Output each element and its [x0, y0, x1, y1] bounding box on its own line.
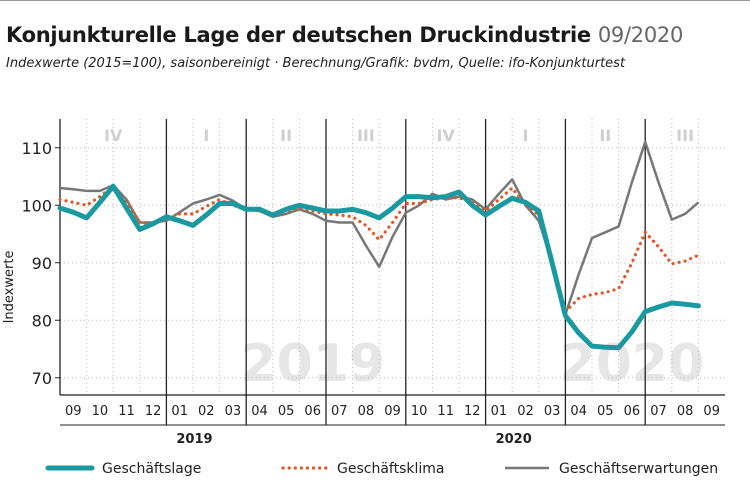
x-tick-label: 09: [65, 404, 82, 419]
quarter-label: II: [280, 126, 292, 145]
y-tick-label: 110: [21, 139, 52, 158]
x-tick-label: 12: [464, 404, 481, 419]
chart-title: Konjunkturelle Lage der deutschen Drucki…: [6, 23, 683, 47]
chart-title-main: Konjunkturelle Lage der deutschen Drucki…: [6, 23, 591, 47]
legend-label: Geschäftslage: [102, 461, 201, 477]
x-tick-label: 02: [198, 404, 215, 419]
year-label: 2019: [176, 432, 212, 447]
x-tick-label: 11: [118, 404, 135, 419]
y-tick-label: 90: [32, 254, 52, 273]
y-tick-label: 100: [21, 196, 52, 215]
x-tick-label: 05: [278, 404, 295, 419]
x-tick-label: 11: [437, 404, 454, 419]
y-axis-title: Indexwerte: [2, 251, 17, 324]
x-tick-label: 09: [384, 404, 401, 419]
series-line-geschäftsklima: [58, 184, 701, 314]
quarter-label: IV: [104, 126, 123, 145]
x-tick-label: 05: [597, 404, 614, 419]
x-tick-label: 07: [650, 404, 667, 419]
x-tick-label: 10: [92, 404, 109, 419]
quarter-label: III: [676, 126, 694, 145]
quarter-label: II: [599, 126, 611, 145]
x-tick-label: 01: [171, 404, 188, 419]
x-tick-label: 07: [331, 404, 348, 419]
year-watermark: 2020: [560, 334, 705, 394]
x-tick-label: 03: [544, 404, 561, 419]
x-tick-label: 08: [677, 404, 694, 419]
series-line-geschäftslage: [57, 183, 701, 351]
y-tick-label: 70: [32, 369, 52, 388]
x-tick-label: 03: [225, 404, 242, 419]
x-tick-label: 09: [703, 404, 720, 419]
quarter-label: I: [523, 126, 529, 145]
legend-label: Geschäftserwartungen: [559, 461, 718, 477]
x-tick-label: 01: [491, 404, 508, 419]
chart-title-date: 09/2020: [597, 23, 684, 47]
legend-label: Geschäftsklima: [337, 461, 444, 477]
x-tick-label: 12: [145, 404, 162, 419]
x-tick-label: 02: [517, 404, 534, 419]
year-label: 2020: [496, 432, 532, 447]
y-tick-label: 80: [32, 311, 52, 330]
quarter-label: I: [203, 126, 209, 145]
quarter-label: III: [357, 126, 375, 145]
x-tick-label: 04: [570, 404, 587, 419]
x-tick-label: 06: [304, 404, 321, 419]
chart-subtitle: Indexwerte (2015=100), saisonbereinigt ·…: [6, 56, 626, 71]
x-tick-label: 04: [251, 404, 268, 419]
year-watermark: 2019: [240, 334, 385, 394]
quarter-label: IV: [437, 126, 456, 145]
series-line-geschäftserwartungen: [59, 140, 700, 316]
x-tick-label: 08: [358, 404, 375, 419]
x-tick-label: 06: [624, 404, 641, 419]
x-tick-label: 10: [411, 404, 428, 419]
